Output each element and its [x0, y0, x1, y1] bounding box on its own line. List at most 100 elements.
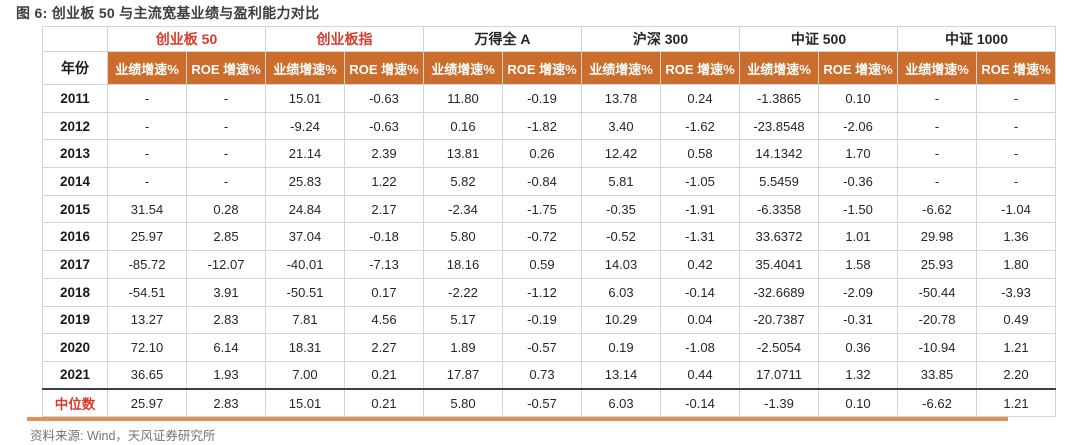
value-cell: -1.50: [818, 194, 898, 224]
value-cell: 1.01: [818, 222, 898, 252]
value-cell: 1.89: [423, 333, 503, 362]
index-group-label: 万得全 A: [423, 26, 582, 52]
value-cell: 0.16: [423, 111, 503, 141]
value-cell: -: [976, 84, 1056, 113]
value-cell: -0.52: [581, 222, 661, 252]
value-cell: 17.0711: [739, 360, 819, 390]
value-cell: 25.93: [897, 250, 977, 279]
value-cell: -2.06: [818, 111, 898, 141]
value-cell: -: [897, 167, 977, 196]
value-cell: 0.42: [660, 250, 740, 279]
table-row: 2013- -21.14 2.39 13.81 0.26 12.42 0.58 14.1342…: [42, 139, 1056, 169]
roe-subheader: ROE 增速%: [660, 51, 740, 85]
value-cell: -0.72: [502, 222, 582, 252]
value-cell: 24.84: [265, 194, 345, 224]
roe-subheader: ROE 增速%: [344, 51, 424, 85]
table-header: 创业板 50 创业板指 万得全 A 沪深 300 中证 500 中证 1000 年份 业绩增速…: [42, 26, 1056, 85]
index-group-label: 创业板 50: [107, 26, 266, 52]
value-cell: 3.40: [581, 111, 661, 141]
value-cell: -23.8548: [739, 111, 819, 141]
value-cell: -50.44: [897, 277, 977, 307]
value-cell: 6.03: [581, 277, 661, 307]
value-cell: 0.21: [344, 360, 424, 390]
value-cell: 14.03: [581, 250, 661, 279]
growth-subheader: 业绩增速%: [107, 51, 187, 85]
value-cell: 7.81: [265, 305, 345, 335]
value-cell: 0.44: [660, 360, 740, 390]
value-cell: 29.98: [897, 222, 977, 252]
value-cell: -1.04: [976, 194, 1056, 224]
value-cell: 31.54: [107, 194, 187, 224]
value-cell: -1.91: [660, 194, 740, 224]
value-cell: -0.35: [581, 194, 661, 224]
value-cell: 2.83: [186, 305, 266, 335]
value-cell: -6.62: [897, 194, 977, 224]
value-cell: 5.17: [423, 305, 503, 335]
growth-subheader: 业绩增速%: [739, 51, 819, 85]
accent-underline: [27, 417, 1008, 421]
table-row: 2021 36.65 1.93 7.00 0.21 17.87 0.73 13.14 0.44 1…: [42, 360, 1056, 390]
value-cell: -32.6689: [739, 277, 819, 307]
value-cell: -7.13: [344, 250, 424, 279]
median-row: 中位数 25.97 2.83 15.01 0.21 5.80 -0.57 6.03 -0.14-…: [42, 388, 1056, 418]
figure-title: 图 6: 创业板 50 与主流宽基业绩与盈利能力对比: [16, 5, 320, 21]
value-cell: 2.83: [186, 388, 266, 418]
roe-subheader: ROE 增速%: [502, 51, 582, 85]
value-cell: 1.21: [976, 333, 1056, 362]
value-cell: 72.10: [107, 333, 187, 362]
value-cell: -6.62: [897, 388, 977, 418]
value-cell: -12.07: [186, 250, 266, 279]
value-cell: -0.31: [818, 305, 898, 335]
value-cell: -2.5054: [739, 333, 819, 362]
group-header-row: 创业板 50 创业板指 万得全 A 沪深 300 中证 500 中证 1000: [42, 26, 1056, 52]
value-cell: 0.10: [818, 84, 898, 113]
value-cell: 13.27: [107, 305, 187, 335]
value-cell: -0.14: [660, 277, 740, 307]
value-cell: -20.78: [897, 305, 977, 335]
index-group-label: 中证 500: [739, 26, 898, 52]
value-cell: 1.22: [344, 167, 424, 196]
value-cell: 0.36: [818, 333, 898, 362]
value-cell: -1.05: [660, 167, 740, 196]
value-cell: 13.78: [581, 84, 661, 113]
value-cell: 6.03: [581, 388, 661, 418]
growth-subheader: 业绩增速%: [423, 51, 503, 85]
value-cell: 1.21: [976, 388, 1056, 418]
value-cell: 12.42: [581, 139, 661, 169]
value-cell: 5.82: [423, 167, 503, 196]
value-cell: 0.28: [186, 194, 266, 224]
value-cell: 3.91: [186, 277, 266, 307]
value-cell: 0.17: [344, 277, 424, 307]
value-cell: 5.80: [423, 222, 503, 252]
value-cell: 0.26: [502, 139, 582, 169]
year-cell: 2017: [42, 250, 108, 279]
roe-subheader: ROE 增速%: [976, 51, 1056, 85]
value-cell: -: [897, 111, 977, 141]
roe-subheader: ROE 增速%: [818, 51, 898, 85]
value-cell: 37.04: [265, 222, 345, 252]
year-cell: 2016: [42, 222, 108, 252]
year-cell: 2011: [42, 84, 108, 113]
roe-subheader: ROE 增速%: [186, 51, 266, 85]
value-cell: 10.29: [581, 305, 661, 335]
value-cell: -9.24: [265, 111, 345, 141]
value-cell: -0.14: [660, 388, 740, 418]
value-cell: 33.85: [897, 360, 977, 390]
year-cell: 2015: [42, 194, 108, 224]
value-cell: -1.3865: [739, 84, 819, 113]
table-row: 2011- -15.01 -0.63 11.80 -0.19 13.78 0.24 -1.38…: [42, 84, 1056, 113]
table-row: 2015 31.54 0.28 24.84 2.17 -2.34 -1.75 -0.35 -1.…: [42, 194, 1056, 224]
value-cell: -: [897, 139, 977, 169]
comparison-table: 创业板 50 创业板指 万得全 A 沪深 300 中证 500 中证 1000 年份 业绩增速…: [42, 26, 1056, 418]
index-group-label: 创业板指: [265, 26, 424, 52]
source-note: 资料来源: Wind，天风证券研究所: [30, 429, 216, 443]
table-row: 2018 -54.51 3.91 -50.51 0.17 -2.22 -1.12 6.03 -0…: [42, 277, 1056, 307]
value-cell: 0.10: [818, 388, 898, 418]
value-cell: -1.62: [660, 111, 740, 141]
value-cell: 35.4041: [739, 250, 819, 279]
index-group-label: 中证 1000: [897, 26, 1056, 52]
value-cell: 0.58: [660, 139, 740, 169]
table-row: 2020 72.10 6.14 18.31 2.27 1.89 -0.57 0.19 -1.08…: [42, 333, 1056, 362]
year-cell: 2021: [42, 360, 108, 390]
